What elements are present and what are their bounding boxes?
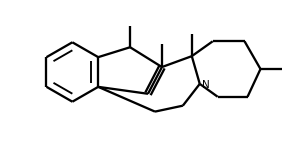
- Text: N: N: [202, 80, 209, 90]
